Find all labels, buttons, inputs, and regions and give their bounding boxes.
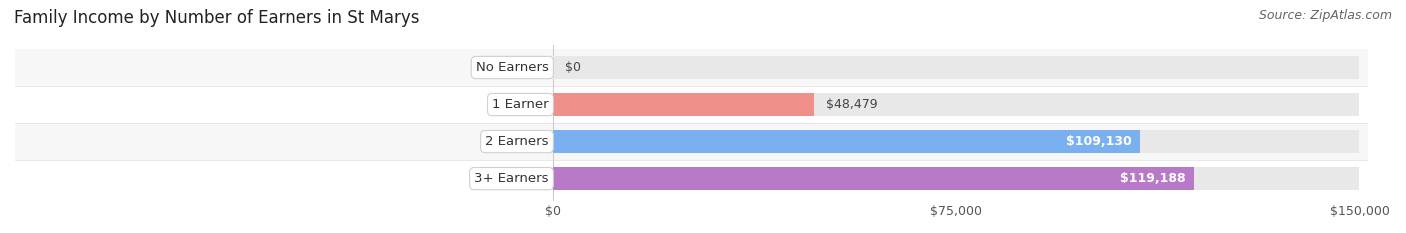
Text: Source: ZipAtlas.com: Source: ZipAtlas.com	[1258, 9, 1392, 22]
Text: $109,130: $109,130	[1066, 135, 1132, 148]
Bar	[553, 56, 1360, 79]
Text: $0: $0	[565, 61, 581, 74]
Bar	[15, 49, 1368, 86]
Text: 1 Earner: 1 Earner	[492, 98, 548, 111]
Text: Family Income by Number of Earners in St Marys: Family Income by Number of Earners in St…	[14, 9, 419, 27]
Bar	[15, 123, 1368, 160]
Bar	[553, 93, 1360, 116]
Bar	[553, 93, 814, 116]
Text: 2 Earners: 2 Earners	[485, 135, 548, 148]
Text: 3+ Earners: 3+ Earners	[474, 172, 548, 185]
Bar	[553, 167, 1194, 190]
Bar	[553, 130, 1360, 153]
Bar	[553, 130, 1140, 153]
Bar	[553, 167, 1360, 190]
Text: $48,479: $48,479	[825, 98, 877, 111]
Text: No Earners: No Earners	[475, 61, 548, 74]
Text: $119,188: $119,188	[1121, 172, 1185, 185]
